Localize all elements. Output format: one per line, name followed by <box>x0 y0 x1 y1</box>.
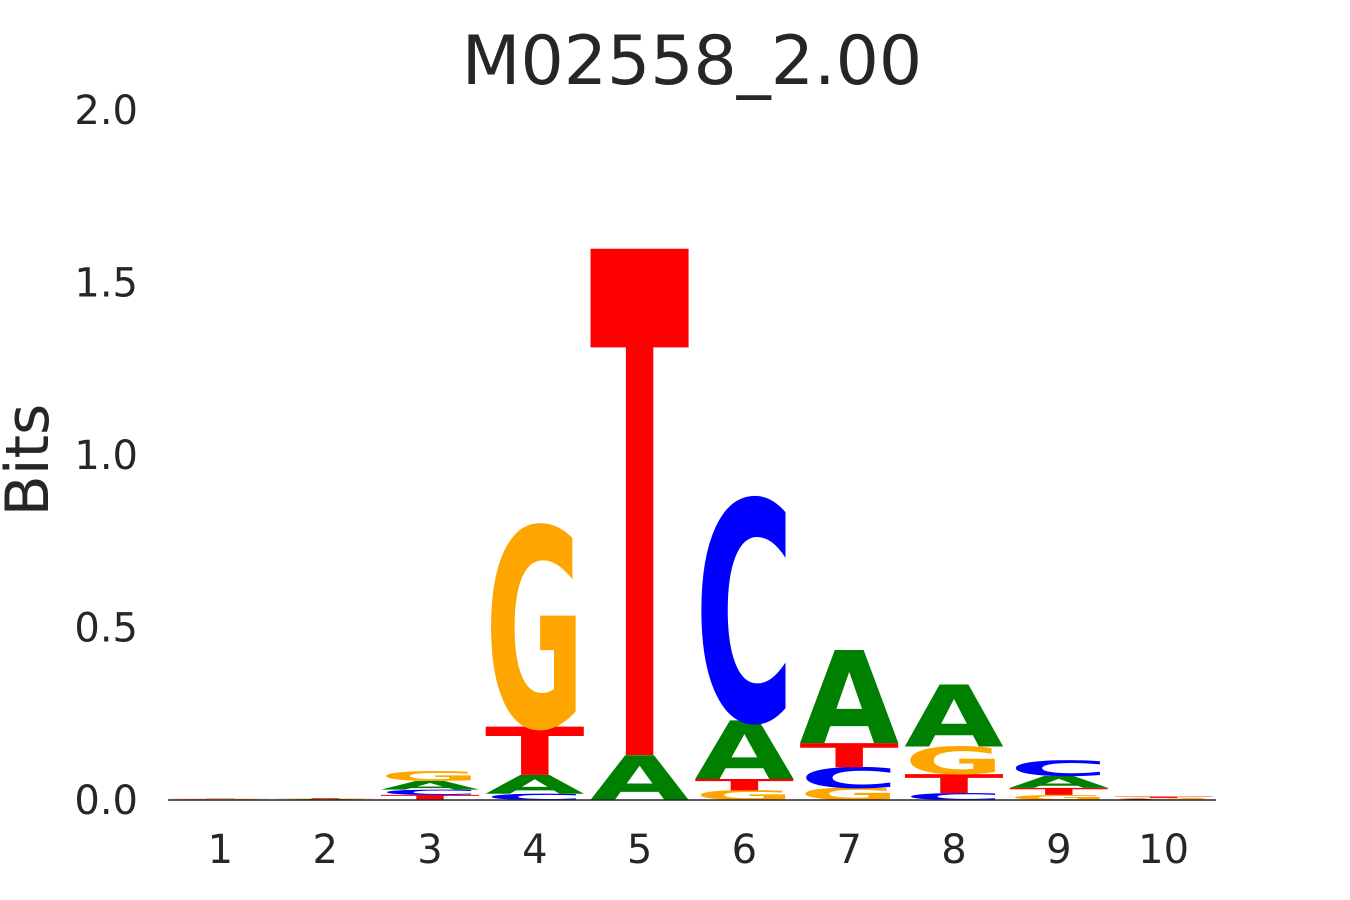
logo-letter-C: C <box>799 762 899 795</box>
logo-letter-G: G <box>380 769 480 784</box>
x-tick-label: 7 <box>836 827 861 873</box>
logo-letter-T: T <box>275 798 375 799</box>
x-tick-label: 1 <box>208 827 233 873</box>
logo-letter-T: T <box>799 737 899 775</box>
chart-title: M02558_2.00 <box>462 22 922 101</box>
y-tick-label: 0.5 <box>74 606 138 652</box>
logo-letter-T: T <box>904 769 1004 799</box>
y-tick-label: 0.0 <box>74 778 138 824</box>
x-tick-label: 8 <box>941 827 966 873</box>
x-tick-label: 6 <box>732 827 757 873</box>
logo-letter-T: T <box>171 799 271 800</box>
logo-letter-A: A <box>485 770 585 800</box>
logo-letter-G: G <box>799 785 899 804</box>
x-tick-label: 5 <box>627 827 652 873</box>
logo-letter-T: T <box>590 112 690 900</box>
x-tick-label: 2 <box>312 827 337 873</box>
y-tick-label: 1.0 <box>74 433 138 479</box>
x-tick-label: 4 <box>522 827 547 873</box>
logo-letter-G: G <box>904 740 1004 784</box>
logo-letter-T: T <box>485 714 585 791</box>
logo-letter-G: G <box>1114 798 1214 800</box>
x-tick-label: 10 <box>1138 827 1189 873</box>
y-tick-label: 1.5 <box>74 261 138 307</box>
logo-letter-A: A <box>590 743 690 815</box>
logo-letter-A: A <box>799 626 899 774</box>
logo-letter-T: T <box>1114 796 1214 798</box>
logo-letter-C: C <box>485 792 585 802</box>
logo-letter-A: A <box>904 668 1004 767</box>
logo-letter-G: G <box>1009 793 1109 801</box>
logo-letter-A: A <box>380 779 480 793</box>
logo-letter-C: C <box>904 791 1004 802</box>
logo-letter-T: T <box>1009 786 1109 797</box>
logo-letter-G: G <box>275 797 375 798</box>
logo-letter-T: T <box>380 793 480 801</box>
x-axis-ticks: 1 2 3 4 5 6 7 8 9 10 <box>208 827 1189 873</box>
x-tick-label: 9 <box>1046 827 1071 873</box>
logo-letter-A: A <box>695 705 795 799</box>
logo-letter-C: C <box>695 440 795 792</box>
logo-letter-C: C <box>380 788 480 796</box>
y-axis-label: Bits <box>0 404 63 517</box>
logo-letter-C: C <box>1009 756 1109 781</box>
x-tick-label: 3 <box>417 827 442 873</box>
letter-stack-pos-5: AT <box>590 112 690 900</box>
letter-stacks: ACGTCATGTCAGCATGATGTACGCTACTGAGTACACGT <box>171 112 1214 900</box>
logo-letter-G: G <box>171 799 271 800</box>
y-tick-label: 2.0 <box>74 88 138 134</box>
logo-letter-T: T <box>695 776 795 794</box>
logo-letter-A: A <box>1009 773 1109 792</box>
logo-letter-G: G <box>485 472 585 791</box>
y-axis-ticks: 0.0 0.5 1.0 1.5 2.0 <box>74 88 138 824</box>
